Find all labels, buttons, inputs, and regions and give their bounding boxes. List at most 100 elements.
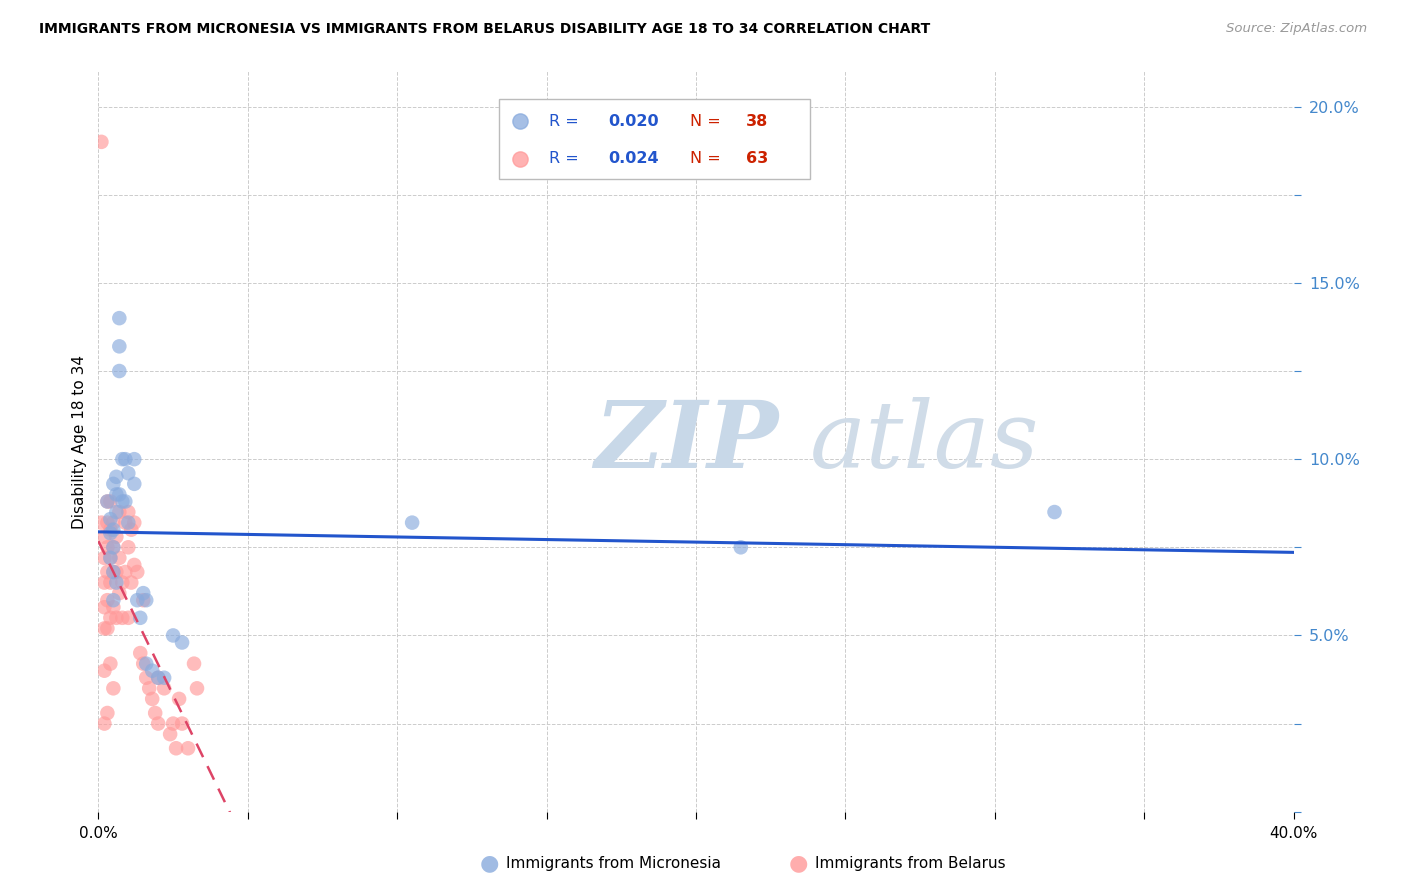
Point [183, 657, 205, 671]
Point [90, 516, 112, 530]
Point [120, 523, 142, 537]
Point [103, 565, 125, 579]
Point [90, 135, 112, 149]
Point [129, 611, 152, 625]
Text: ●: ● [789, 854, 808, 873]
Point [129, 646, 152, 660]
Point [105, 575, 128, 590]
Point [114, 565, 136, 579]
Point [96, 494, 118, 508]
Point [96, 516, 118, 530]
Point [93, 621, 115, 635]
Text: 63: 63 [747, 152, 769, 166]
Point [177, 741, 200, 756]
Text: N =: N = [690, 113, 725, 128]
Point [132, 593, 155, 607]
Point [148, 716, 170, 731]
Point [103, 523, 125, 537]
Point [105, 530, 128, 544]
Point [111, 575, 134, 590]
Point [124, 476, 146, 491]
Point [730, 541, 752, 555]
Point [98, 611, 122, 625]
Point [103, 541, 125, 555]
Point [98, 550, 122, 565]
Point [111, 611, 134, 625]
Point [98, 657, 122, 671]
Point [117, 516, 139, 530]
Point [108, 487, 131, 501]
Point [108, 586, 131, 600]
Point [165, 741, 187, 756]
Point [108, 550, 131, 565]
Point [135, 593, 157, 607]
Point [108, 505, 131, 519]
Point [93, 575, 115, 590]
Point [117, 541, 139, 555]
Point [111, 452, 134, 467]
Point [401, 516, 423, 530]
Point [153, 681, 176, 696]
Point [96, 565, 118, 579]
FancyBboxPatch shape [499, 99, 810, 178]
Text: 0.024: 0.024 [609, 152, 659, 166]
Point [124, 452, 146, 467]
Text: Immigrants from Belarus: Immigrants from Belarus [815, 856, 1007, 871]
Point [148, 671, 170, 685]
Text: ZIP: ZIP [595, 397, 779, 486]
Point [93, 664, 115, 678]
Point [98, 526, 122, 541]
Point [162, 628, 184, 642]
Point [103, 600, 125, 615]
Point [117, 467, 139, 481]
Text: R =: R = [548, 113, 583, 128]
Point [127, 593, 149, 607]
Point [120, 575, 142, 590]
Point [93, 600, 115, 615]
Point [135, 671, 157, 685]
Point [132, 657, 155, 671]
Point [105, 470, 128, 484]
Text: Immigrants from Micronesia: Immigrants from Micronesia [506, 856, 721, 871]
Point [96, 494, 118, 508]
Point [114, 516, 136, 530]
Text: Source: ZipAtlas.com: Source: ZipAtlas.com [1226, 22, 1367, 36]
Point [93, 530, 115, 544]
Point [108, 364, 131, 378]
Point [135, 657, 157, 671]
Text: 38: 38 [747, 113, 769, 128]
Point [138, 681, 160, 696]
Y-axis label: Disability Age 18 to 34: Disability Age 18 to 34 [72, 354, 87, 529]
Point [117, 611, 139, 625]
Point [108, 311, 131, 326]
Point [93, 550, 115, 565]
Text: atlas: atlas [810, 397, 1039, 486]
Point [93, 716, 115, 731]
Point [105, 565, 128, 579]
Point [186, 681, 208, 696]
Point [124, 516, 146, 530]
Point [105, 505, 128, 519]
Text: R =: R = [548, 152, 583, 166]
Point [172, 635, 194, 649]
Text: 0.020: 0.020 [609, 113, 659, 128]
Point [114, 452, 136, 467]
Point [105, 611, 128, 625]
Point [96, 706, 118, 720]
Point [141, 692, 163, 706]
Point [172, 716, 194, 731]
Point [103, 476, 125, 491]
Text: N =: N = [690, 152, 725, 166]
Point [103, 516, 125, 530]
Point [103, 593, 125, 607]
Point [98, 550, 122, 565]
Point [1043, 505, 1066, 519]
Point [96, 593, 118, 607]
Point [108, 339, 131, 353]
Point [103, 681, 125, 696]
Point [105, 487, 128, 501]
Point [98, 523, 122, 537]
Point [141, 664, 163, 678]
Point [98, 512, 122, 526]
Point [153, 671, 176, 685]
